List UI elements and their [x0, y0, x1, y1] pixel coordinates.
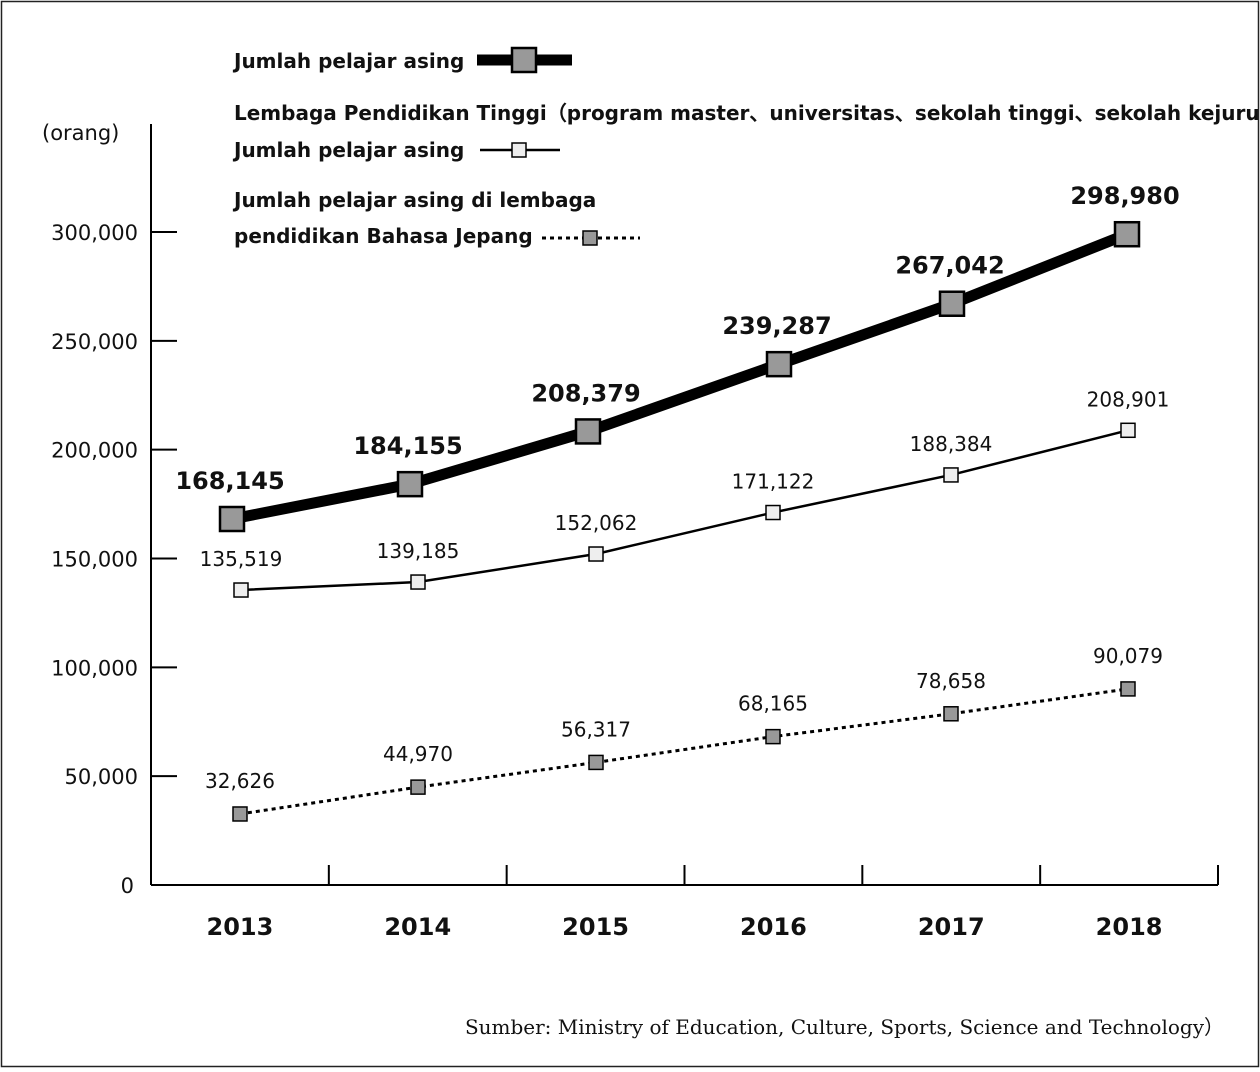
- series-layer: 168,145 184,155 208,379 239,287 267,042 298,9…: [175, 182, 1180, 822]
- y-unit-label: (orang): [42, 121, 119, 145]
- data-point-higher-ed: [765, 504, 781, 521]
- data-point-language: [588, 754, 604, 771]
- x-tick-label: 2016: [740, 913, 807, 941]
- series-line-higher-ed: [240, 429, 1129, 592]
- y-ticks: 0 50,000 100,000 150,000 200,000 250,000 300,0…: [51, 221, 177, 898]
- y-tick-label: 300,000: [51, 221, 138, 245]
- x-tick-label: 2015: [562, 913, 629, 941]
- data-label-higher-ed: 188,384: [910, 432, 993, 456]
- x-tick-label: 2018: [1096, 913, 1163, 941]
- data-label-total: 184,155: [353, 432, 462, 460]
- data-point-language: [1120, 681, 1136, 697]
- data-point-higher-ed: [410, 574, 426, 590]
- legend-total-marker: [510, 46, 538, 74]
- y-tick-label: 0: [121, 874, 134, 898]
- data-label-higher-ed: 208,901: [1087, 387, 1170, 411]
- data-point-higher-ed: [588, 546, 604, 562]
- data-point-total: [574, 418, 602, 445]
- data-point-higher-ed: [943, 467, 959, 483]
- y-tick-label: 50,000: [65, 765, 138, 789]
- legend-higher-ed-label-line2: Jumlah pelajar asing: [232, 138, 464, 162]
- legend-language-label-line1: Jumlah pelajar asing di lembaga: [232, 188, 596, 212]
- data-label-higher-ed: 139,185: [377, 539, 460, 563]
- data-label-higher-ed: 171,122: [732, 470, 815, 494]
- data-label-language: 56,317: [561, 717, 631, 741]
- data-label-language: 68,165: [738, 692, 808, 716]
- data-label-language: 32,626: [205, 769, 275, 793]
- source-note: Sumber: Ministry of Education, Culture, …: [465, 1015, 1224, 1039]
- data-label-language: 90,079: [1093, 644, 1163, 668]
- data-point-language: [943, 706, 959, 722]
- series-language: 32,626 44,970 56,317 68,165 78,658 90,079: [205, 644, 1163, 822]
- data-label-total: 298,980: [1070, 182, 1179, 210]
- data-point-total: [938, 290, 966, 317]
- data-label-language: 44,970: [383, 742, 453, 766]
- data-point-total: [218, 505, 246, 533]
- y-tick-label: 100,000: [51, 656, 138, 680]
- y-tick-label: 250,000: [51, 330, 138, 354]
- legend-total-label: Jumlah pelajar asing: [232, 49, 464, 73]
- data-label-total: 208,379: [531, 379, 640, 407]
- data-label-total: 168,145: [175, 467, 284, 495]
- x-tick-label: 2014: [384, 913, 451, 941]
- data-point-language: [232, 806, 248, 822]
- data-point-total: [1113, 220, 1141, 248]
- data-label-language: 78,658: [916, 669, 986, 693]
- data-point-total: [765, 350, 793, 378]
- data-point-higher-ed: [233, 582, 249, 598]
- data-point-language: [765, 728, 781, 745]
- data-point-total: [396, 470, 424, 498]
- data-label-higher-ed: 152,062: [555, 511, 638, 535]
- legend-higher-ed-label-line1: Lembaga Pendidikan Tinggi（program master…: [234, 101, 1260, 125]
- data-point-language: [410, 779, 426, 795]
- y-tick-label: 200,000: [51, 439, 138, 463]
- series-total: 168,145 184,155 208,379 239,287 267,042 298,9…: [175, 182, 1180, 533]
- series-higher-ed: 135,519 139,185 152,062 171,122 188,384 208,9…: [200, 387, 1170, 598]
- y-tick-label: 150,000: [51, 548, 138, 572]
- data-label-higher-ed: 135,519: [200, 547, 283, 571]
- series-line-language: [239, 687, 1129, 816]
- data-point-higher-ed: [1120, 422, 1136, 439]
- data-label-total: 239,287: [722, 312, 831, 340]
- legend-language-marker: [582, 230, 598, 246]
- x-tick-label: 2013: [207, 913, 274, 941]
- series-line-total: [230, 229, 1130, 525]
- x-ticks: 2013 2014 2015 2016 2017 2018: [207, 865, 1219, 941]
- x-tick-label: 2017: [918, 913, 985, 941]
- data-label-total: 267,042: [895, 252, 1004, 280]
- legend-language-label-line2: pendidikan Bahasa Jepang: [234, 224, 533, 248]
- legend-higher-ed-marker: [511, 142, 527, 158]
